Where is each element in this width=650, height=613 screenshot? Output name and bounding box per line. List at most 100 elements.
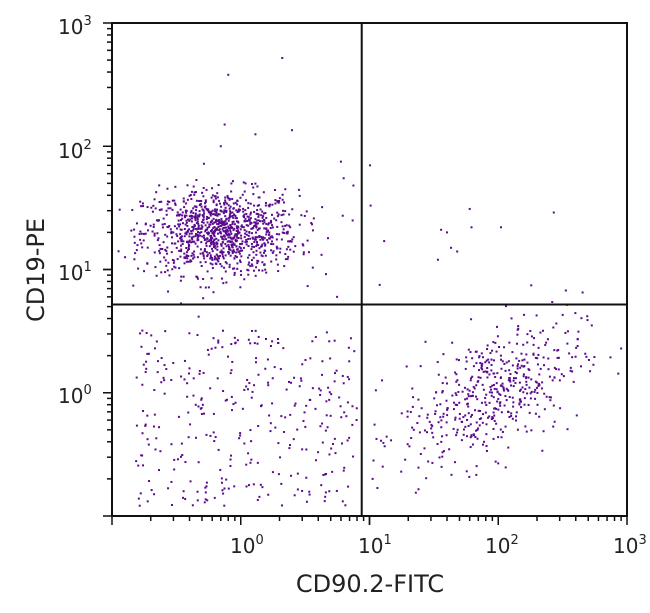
- data-point: [217, 341, 220, 344]
- data-point: [302, 244, 305, 247]
- data-point: [224, 215, 227, 218]
- data-point: [199, 407, 202, 410]
- data-point: [293, 494, 296, 497]
- data-point: [232, 403, 235, 406]
- data-point: [220, 210, 223, 213]
- data-point: [220, 220, 223, 223]
- data-point: [516, 328, 519, 331]
- data-point: [314, 407, 317, 410]
- data-point: [200, 397, 203, 400]
- data-point: [495, 388, 498, 391]
- data-point: [472, 365, 475, 368]
- data-point: [268, 414, 271, 417]
- data-point: [250, 259, 253, 262]
- data-point: [515, 372, 518, 375]
- data-point: [499, 404, 502, 407]
- data-point: [233, 227, 236, 230]
- data-point: [233, 243, 236, 246]
- data-point: [234, 239, 237, 242]
- data-point: [191, 238, 194, 241]
- data-point: [305, 210, 308, 213]
- data-point: [198, 231, 201, 234]
- data-point: [221, 223, 224, 226]
- data-point: [260, 235, 263, 238]
- data-point: [245, 385, 248, 388]
- data-point: [406, 410, 409, 413]
- data-point: [222, 226, 225, 229]
- data-point: [170, 232, 173, 235]
- data-point: [203, 501, 206, 504]
- data-point: [590, 324, 593, 327]
- data-point: [183, 235, 186, 238]
- data-point: [201, 191, 204, 194]
- data-point: [341, 500, 344, 503]
- data-point: [152, 425, 155, 428]
- data-point: [165, 209, 168, 212]
- data-point: [200, 224, 203, 227]
- data-point: [490, 418, 493, 421]
- data-point: [473, 387, 476, 390]
- data-point: [194, 212, 197, 215]
- data-point: [243, 236, 246, 239]
- data-point: [166, 252, 169, 255]
- data-point: [476, 428, 479, 431]
- data-point: [433, 397, 436, 400]
- data-point: [144, 371, 147, 374]
- data-point: [142, 410, 145, 413]
- data-point: [191, 252, 194, 255]
- data-point: [536, 403, 539, 406]
- data-point: [552, 425, 555, 428]
- x-tick-label: 102: [485, 533, 519, 558]
- data-point: [521, 359, 524, 362]
- data-point: [351, 219, 354, 222]
- data-point: [440, 426, 443, 429]
- data-point: [215, 228, 218, 231]
- data-point: [158, 469, 161, 472]
- data-point: [225, 217, 228, 220]
- data-point: [500, 411, 503, 414]
- data-point: [276, 247, 279, 250]
- data-point: [214, 230, 217, 233]
- data-point: [488, 373, 491, 376]
- data-point: [275, 219, 278, 222]
- data-point: [462, 416, 465, 419]
- data-point: [198, 369, 201, 372]
- data-point: [548, 396, 551, 399]
- data-point: [137, 464, 140, 467]
- data-point: [165, 249, 168, 252]
- data-point: [202, 216, 205, 219]
- data-point: [237, 232, 240, 235]
- data-point: [243, 278, 246, 281]
- data-point: [239, 243, 242, 246]
- data-point: [435, 391, 438, 394]
- data-point: [262, 191, 265, 194]
- data-point: [519, 388, 522, 391]
- data-point: [221, 221, 224, 224]
- data-point: [194, 233, 197, 236]
- data-point: [218, 254, 221, 257]
- data-point: [244, 182, 247, 185]
- data-point: [454, 392, 457, 395]
- data-point: [204, 199, 207, 202]
- data-point: [214, 247, 217, 250]
- data-point: [256, 243, 259, 246]
- data-point: [213, 221, 216, 224]
- data-point: [253, 384, 256, 387]
- data-point: [258, 204, 261, 207]
- data-point: [170, 251, 173, 254]
- data-point: [222, 329, 225, 332]
- data-point: [221, 489, 224, 492]
- data-point: [320, 373, 323, 376]
- data-point: [223, 223, 226, 226]
- data-point: [378, 283, 381, 286]
- data-point: [183, 214, 186, 217]
- data-point: [306, 239, 309, 242]
- data-point: [246, 388, 249, 391]
- data-point: [176, 211, 179, 214]
- data-point: [494, 376, 497, 379]
- data-point: [273, 217, 276, 220]
- data-point: [302, 253, 305, 256]
- data-point: [470, 413, 473, 416]
- data-point: [268, 231, 271, 234]
- data-point: [134, 252, 137, 255]
